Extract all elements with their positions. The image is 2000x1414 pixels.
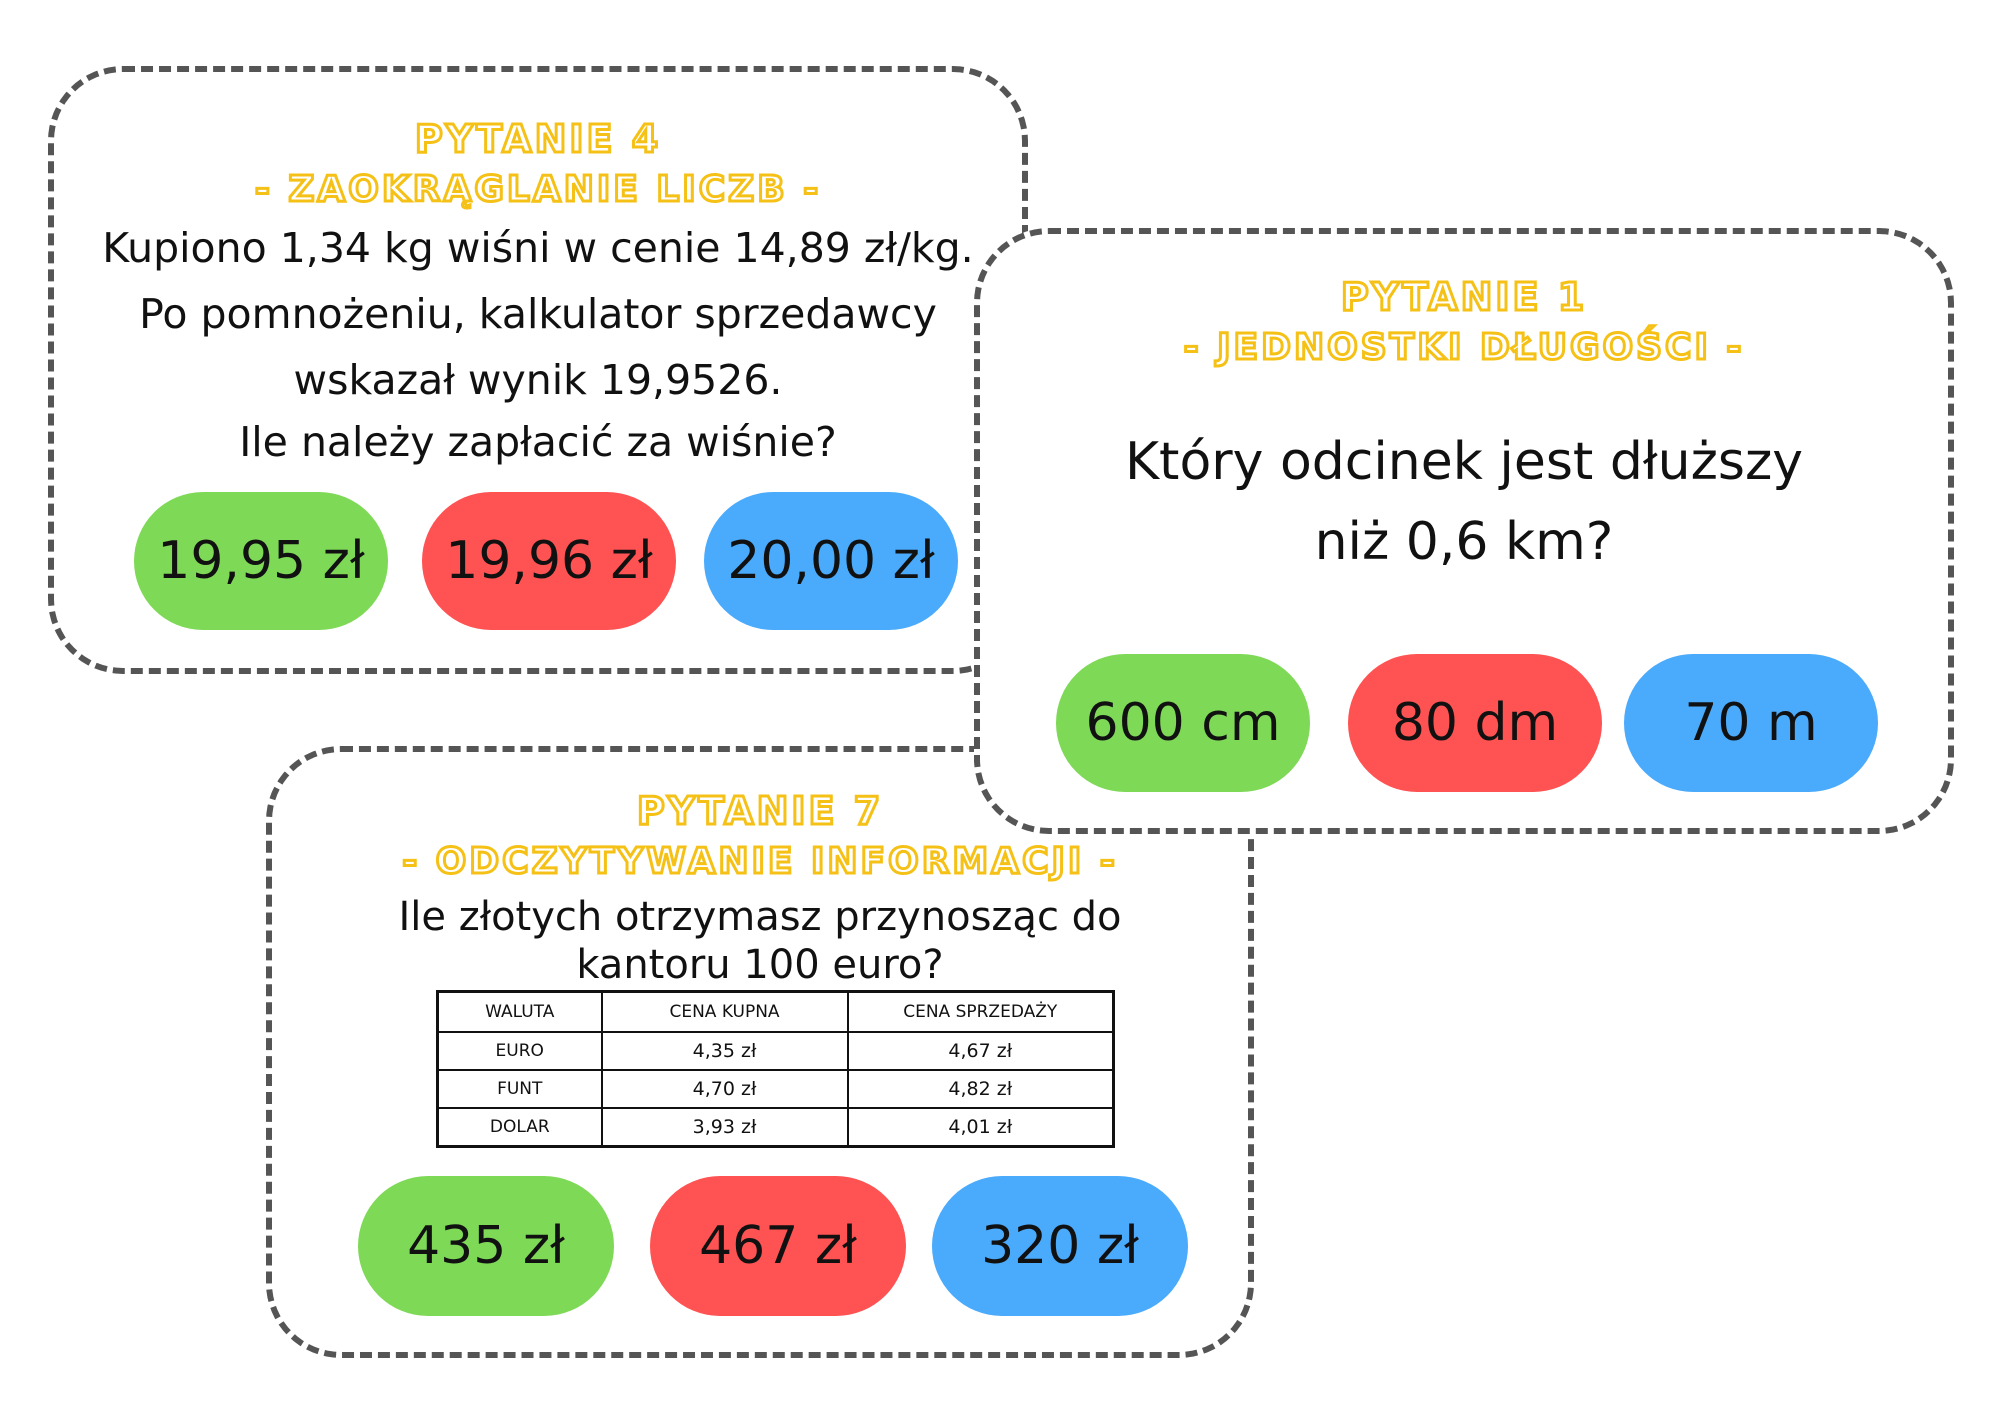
table-header-sell: CENA SPRZEDAŻY xyxy=(846,990,1115,1033)
answer-button-c[interactable]: 320 zł xyxy=(932,1176,1188,1316)
table-cell-buy: 4,35 zł xyxy=(600,1031,849,1071)
exchange-rate-table: WALUTA CENA KUPNA CENA SPRZEDAŻY EURO 4,… xyxy=(436,990,1115,1148)
card-subtitle: - ZAOKRĄGLANIE LICZB - xyxy=(253,169,822,210)
card-title: PYTANIE 7 xyxy=(635,789,884,833)
question-line: niż 0,6 km? xyxy=(1314,512,1614,572)
answer-button-c[interactable]: 20,00 zł xyxy=(704,492,958,630)
answer-button-a[interactable]: 600 cm xyxy=(1056,654,1310,792)
question-line: kantoru 100 euro? xyxy=(576,942,944,988)
table-row: FUNT 4,70 zł 4,82 zł xyxy=(436,1069,1115,1109)
card-question-1: PYTANIE 1 - JEDNOSTKI DŁUGOŚCI - Który o… xyxy=(974,228,1954,834)
table-cell-sell: 4,67 zł xyxy=(846,1031,1115,1071)
table-cell-buy: 4,70 zł xyxy=(600,1069,849,1109)
table-cell-currency: DOLAR xyxy=(436,1107,603,1148)
table-cell-sell: 4,01 zł xyxy=(846,1107,1115,1148)
answer-button-c[interactable]: 70 m xyxy=(1624,654,1878,792)
table-cell-currency: FUNT xyxy=(436,1069,603,1109)
table-cell-currency: EURO xyxy=(436,1031,603,1071)
card-title: PYTANIE 1 xyxy=(1339,275,1588,319)
table-header-row: WALUTA CENA KUPNA CENA SPRZEDAŻY xyxy=(436,990,1115,1033)
question-line: wskazał wynik 19,9526. xyxy=(293,356,783,404)
table-cell-sell: 4,82 zł xyxy=(846,1069,1115,1109)
question-line: Który odcinek jest dłuższy xyxy=(1124,432,1804,492)
answer-button-b[interactable]: 80 dm xyxy=(1348,654,1602,792)
question-line: Ile złotych otrzymasz przynosząc do xyxy=(398,894,1122,940)
question-line: Ile należy zapłacić za wiśnie? xyxy=(239,418,837,466)
table-header-buy: CENA KUPNA xyxy=(600,990,849,1033)
answer-button-a[interactable]: 435 zł xyxy=(358,1176,614,1316)
table-header-currency: WALUTA xyxy=(436,990,603,1033)
answer-button-b[interactable]: 467 zł xyxy=(650,1176,906,1316)
question-line: Kupiono 1,34 kg wiśni w cenie 14,89 zł/k… xyxy=(102,224,974,272)
table-cell-buy: 3,93 zł xyxy=(600,1107,849,1148)
card-subtitle: - JEDNOSTKI DŁUGOŚCI - xyxy=(1182,327,1745,368)
answer-button-a[interactable]: 19,95 zł xyxy=(134,492,388,630)
card-question-4: PYTANIE 4 - ZAOKRĄGLANIE LICZB - Kupiono… xyxy=(48,66,1028,674)
table-row: DOLAR 3,93 zł 4,01 zł xyxy=(436,1107,1115,1148)
answer-button-b[interactable]: 19,96 zł xyxy=(422,492,676,630)
table-row: EURO 4,35 zł 4,67 zł xyxy=(436,1031,1115,1071)
question-line: Po pomnożeniu, kalkulator sprzedawcy xyxy=(139,290,937,338)
card-question-7: PYTANIE 7 - ODCZYTYWANIE INFORMACJI - Il… xyxy=(266,746,1254,1358)
card-subtitle: - ODCZYTYWANIE INFORMACJI - xyxy=(401,841,1118,882)
card-title: PYTANIE 4 xyxy=(413,117,662,161)
